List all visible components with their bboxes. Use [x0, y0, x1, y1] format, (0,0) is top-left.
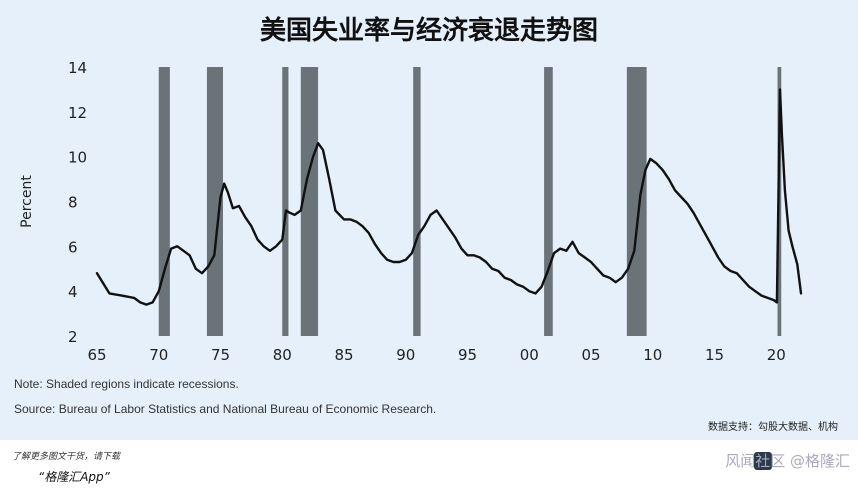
brand-logo-icon: [754, 452, 772, 470]
y-tick-label-2: 2: [68, 328, 78, 346]
recession-band-1: [206, 67, 223, 336]
data-support-text: 数据支持：勾股大数据、机构: [708, 422, 838, 433]
x-tick-label-05: 05: [581, 346, 600, 364]
x-tick-label-95: 95: [458, 346, 477, 364]
y-tick-label-14: 14: [68, 59, 87, 77]
y-tick-label-6: 6: [68, 238, 78, 256]
footer-promo-text: 了解更多图文干货，请下载: [12, 452, 121, 462]
y-tick-label-8: 8: [68, 194, 78, 212]
chart-source: Source: Bureau of Labor Statistics and N…: [14, 402, 437, 416]
chart-note: Note: Shaded regions indicate recessions…: [14, 377, 239, 391]
footer-bar: 了解更多图文干货，请下载 “格隆汇App” 风闻社区 @格隆汇: [0, 440, 858, 497]
recession-band-2: [282, 67, 289, 336]
recession-band-4: [413, 67, 421, 336]
x-tick-label-75: 75: [211, 346, 230, 364]
x-tick-label-20: 20: [767, 346, 786, 364]
x-tick-label-70: 70: [149, 346, 168, 364]
y-tick-label-4: 4: [68, 283, 78, 301]
watermark-text: 风闻社区 @格隆汇: [725, 452, 850, 470]
x-tick-label-90: 90: [396, 346, 415, 364]
x-tick-label-10: 10: [643, 346, 662, 364]
y-axis-label: Percent: [19, 175, 35, 228]
x-tick-label-65: 65: [87, 346, 106, 364]
y-tick-label-10: 10: [68, 149, 87, 167]
chart-title: 美国失业率与经济衰退走势图: [259, 16, 598, 46]
x-tick-label-80: 80: [273, 346, 292, 364]
unemployment-chart: 2 4 6 8 10 12 14 65 70 75 80 85 90 95 00 05 10 15 20 Percen…: [19, 59, 803, 364]
footer-app-name: “格隆汇App”: [38, 470, 110, 484]
recession-band-6: [626, 67, 647, 336]
recession-band-0: [158, 67, 170, 336]
recession-band-5: [544, 67, 553, 336]
x-tick-label-15: 15: [705, 346, 724, 364]
y-tick-label-12: 12: [68, 104, 87, 122]
x-tick-label-85: 85: [334, 346, 353, 364]
x-tick-label-00: 00: [520, 346, 539, 364]
recession-band-3: [300, 67, 319, 336]
unemployment-rate-line-0: [95, 88, 803, 306]
